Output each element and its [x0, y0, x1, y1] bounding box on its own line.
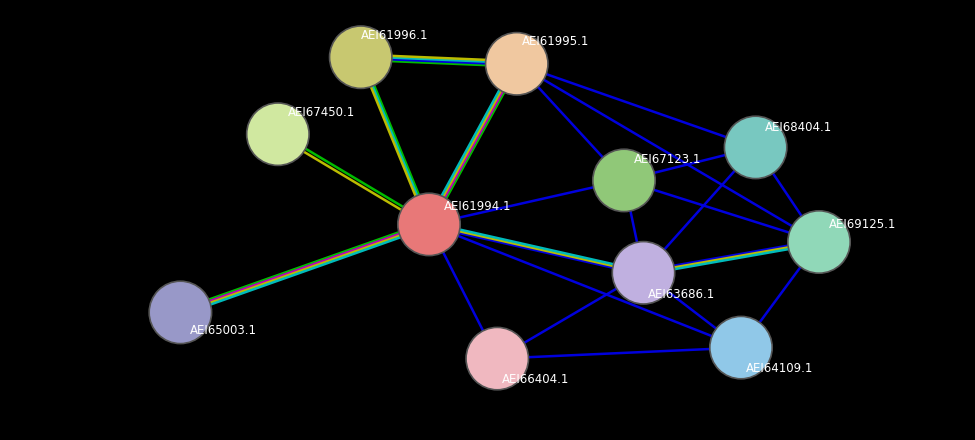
Ellipse shape: [710, 316, 772, 379]
Text: AEI61994.1: AEI61994.1: [444, 200, 511, 213]
Ellipse shape: [788, 211, 850, 273]
Text: AEI64109.1: AEI64109.1: [746, 362, 813, 375]
Ellipse shape: [330, 26, 392, 88]
Text: AEI61996.1: AEI61996.1: [361, 29, 428, 42]
Ellipse shape: [149, 281, 212, 344]
Ellipse shape: [486, 33, 548, 95]
Text: AEI63686.1: AEI63686.1: [648, 288, 716, 301]
Ellipse shape: [593, 149, 655, 212]
Text: AEI67123.1: AEI67123.1: [634, 153, 701, 166]
Text: AEI65003.1: AEI65003.1: [190, 324, 257, 337]
Ellipse shape: [612, 242, 675, 304]
Text: AEI67450.1: AEI67450.1: [288, 106, 355, 119]
Ellipse shape: [466, 327, 528, 390]
Ellipse shape: [398, 193, 460, 256]
Ellipse shape: [724, 116, 787, 179]
Text: AEI68404.1: AEI68404.1: [765, 121, 833, 134]
Text: AEI61995.1: AEI61995.1: [522, 35, 589, 48]
Text: AEI69125.1: AEI69125.1: [829, 218, 896, 231]
Ellipse shape: [247, 103, 309, 165]
Text: AEI66404.1: AEI66404.1: [502, 373, 569, 386]
